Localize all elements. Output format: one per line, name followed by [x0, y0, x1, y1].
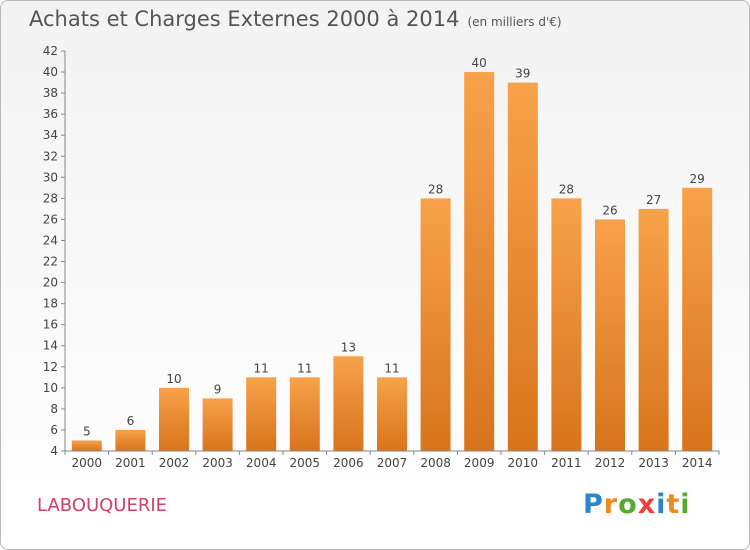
bar-2002 — [159, 387, 189, 451]
y-tick-label: 40 — [43, 65, 58, 79]
y-tick-label: 32 — [43, 149, 58, 163]
data-label-2013: 27 — [646, 193, 661, 207]
y-tick-label: 6 — [50, 423, 58, 437]
x-tick-label-2013: 2013 — [638, 456, 669, 470]
bar-2012 — [595, 219, 625, 451]
bar-2014 — [682, 187, 713, 451]
data-label-2004: 11 — [254, 361, 269, 375]
data-label-2009: 40 — [472, 56, 487, 70]
chart-title-text: Achats et Charges Externes 2000 à 2014 — [29, 7, 460, 31]
bar-2009 — [464, 72, 495, 451]
commune-name: LABOUQUERIE — [37, 495, 168, 516]
bar-2010 — [507, 82, 538, 451]
logo-letter: o — [618, 489, 638, 520]
logo-letter: t — [666, 489, 681, 520]
logo-letter: P — [583, 489, 604, 520]
data-label-2001: 6 — [127, 414, 135, 428]
x-tick-label-2008: 2008 — [420, 456, 451, 470]
data-label-2003: 9 — [214, 382, 222, 396]
x-tick-label-2011: 2011 — [551, 456, 582, 470]
bars: 5 6 10 9 11 11 13 11 28 40 39 28 26 27 29 — [71, 56, 713, 451]
y-tick-label: 22 — [43, 255, 58, 269]
logo-letter: r — [603, 489, 619, 520]
bar-2006 — [333, 356, 364, 451]
chart-title: Achats et Charges Externes 2000 à 2014 (e… — [29, 7, 562, 31]
y-tick-label: 24 — [43, 233, 58, 247]
x-tick-label-2002: 2002 — [159, 456, 190, 470]
y-tick-label: 34 — [43, 128, 58, 142]
bar-2011 — [551, 198, 582, 451]
x-tick-label-2001: 2001 — [115, 456, 146, 470]
y-tick-label: 8 — [50, 402, 58, 416]
y-tick-label: 10 — [43, 381, 58, 395]
bar-2000 — [71, 440, 102, 451]
data-label-2012: 26 — [602, 203, 617, 217]
proxiti-logo: Proxiti — [583, 489, 691, 520]
data-label-2005: 11 — [297, 361, 312, 375]
data-label-2006: 13 — [341, 340, 356, 354]
data-label-2000: 5 — [83, 424, 91, 438]
bar-2001 — [115, 429, 146, 451]
x-tick-label-2006: 2006 — [333, 456, 364, 470]
y-tick-label: 4 — [50, 444, 58, 458]
x-axis: 2000 2001 2002 2003 2004 2005 2006 2007 2008 2009… — [64, 450, 720, 470]
y-tick-label: 28 — [43, 191, 58, 205]
y-tick-label: 36 — [43, 107, 58, 121]
y-axis: 4 6 8 10 12 14 16 18 20 22 24 26 28 30 32 34 36 38 40 42 — [43, 44, 66, 458]
bar-2013 — [638, 208, 669, 451]
x-tick-label-2014: 2014 — [682, 456, 713, 470]
y-tick-label: 42 — [43, 44, 58, 58]
x-tick-label-2000: 2000 — [72, 456, 103, 470]
data-label-2011: 28 — [559, 182, 574, 196]
y-tick-label: 20 — [43, 276, 58, 290]
bar-2007 — [377, 377, 407, 451]
data-label-2014: 29 — [690, 172, 705, 186]
x-tick-label-2010: 2010 — [508, 456, 539, 470]
data-label-2002: 10 — [166, 372, 181, 386]
y-tick-label: 12 — [43, 360, 58, 374]
x-tick-label-2007: 2007 — [377, 456, 408, 470]
data-label-2008: 28 — [428, 182, 443, 196]
bar-2005 — [289, 377, 320, 451]
logo-letter: i — [680, 489, 691, 520]
data-label-2007: 11 — [384, 361, 399, 375]
x-tick-label-2005: 2005 — [290, 456, 321, 470]
chart-unit: (en milliers d'€) — [467, 15, 562, 29]
logo-letter: x — [637, 489, 657, 520]
x-tick-label-2009: 2009 — [464, 456, 495, 470]
bar-2003 — [202, 398, 233, 451]
bar-2008 — [420, 198, 451, 451]
x-tick-label-2012: 2012 — [595, 456, 626, 470]
logo-letter: i — [656, 489, 667, 520]
y-tick-label: 26 — [43, 212, 58, 226]
y-tick-label: 30 — [43, 170, 58, 184]
data-label-2010: 39 — [515, 67, 530, 81]
y-tick-label: 38 — [43, 86, 58, 100]
x-tick-label-2004: 2004 — [246, 456, 277, 470]
y-tick-label: 16 — [43, 318, 58, 332]
y-tick-label: 18 — [43, 297, 58, 311]
bar-2004 — [246, 377, 277, 451]
y-tick-label: 14 — [43, 339, 58, 353]
x-tick-label-2003: 2003 — [202, 456, 233, 470]
